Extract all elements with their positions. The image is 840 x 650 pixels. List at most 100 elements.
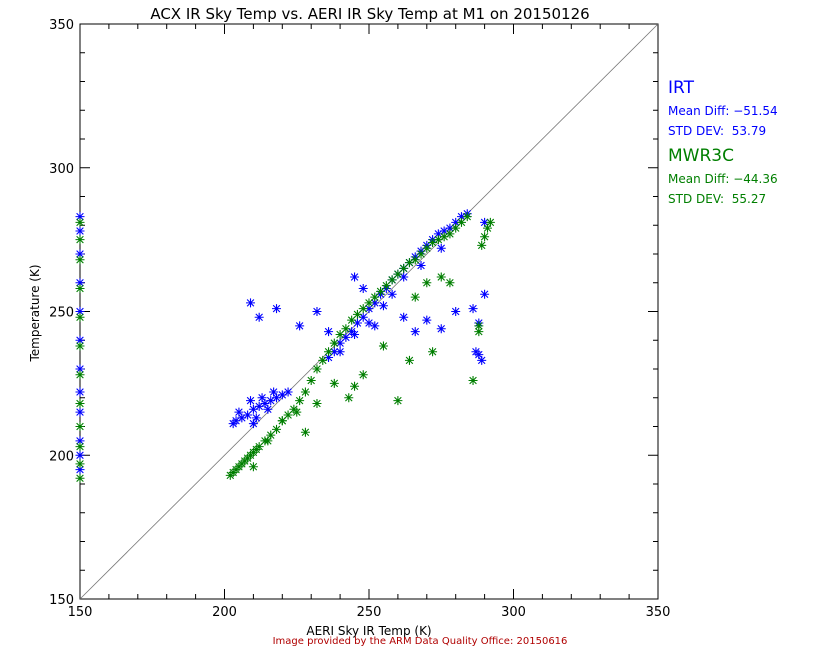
data-point-mwr3c [75, 217, 85, 227]
data-point-mwr3c [480, 232, 490, 242]
data-point-mwr3c [482, 223, 492, 233]
data-point-irt [456, 212, 466, 222]
data-point-mwr3c [306, 376, 316, 385]
data-point-mwr3c [312, 399, 322, 408]
data-point-irt [358, 284, 368, 293]
data-point-irt [254, 312, 264, 322]
data-point-mwr3c [350, 381, 360, 391]
data-point-mwr3c [428, 238, 438, 247]
data-point-irt [350, 272, 360, 282]
data-point-irt [451, 217, 461, 227]
legend-mwr3c-title: MWR3C [668, 146, 734, 166]
data-point-irt [324, 353, 334, 362]
legend-mwr3c-std-dev-value: 55.27 [731, 192, 767, 206]
data-point-mwr3c [404, 258, 414, 268]
data-point-mwr3c [344, 393, 354, 403]
data-point-mwr3c [439, 232, 449, 242]
y-axis-label: Temperature (K) [28, 264, 42, 362]
data-point-mwr3c [381, 281, 391, 291]
data-point-irt [335, 347, 345, 357]
data-point-mwr3c [318, 355, 328, 365]
data-point-irt [422, 315, 432, 325]
data-point-mwr3c [329, 338, 339, 348]
data-point-irt [445, 223, 455, 233]
data-point-mwr3c [272, 424, 282, 434]
data-point-mwr3c [422, 278, 432, 288]
data-point-irt [329, 347, 339, 357]
data-point-irt [436, 243, 446, 253]
data-points [75, 209, 495, 483]
data-point-irt [263, 404, 273, 414]
data-point-irt [358, 312, 368, 322]
data-point-mwr3c [410, 255, 420, 265]
x-tick-label: 200 [212, 605, 237, 620]
data-point-mwr3c [474, 321, 484, 331]
data-point-irt [75, 436, 85, 446]
data-point-irt [75, 249, 85, 259]
chart-title: ACX IR Sky Temp vs. AERI IR Sky Temp at … [150, 5, 589, 23]
legend-mwr3c-mean-diff-value: −44.36 [733, 172, 778, 186]
data-point-irt [75, 364, 85, 374]
data-point-irt [295, 321, 305, 331]
data-point-irt [433, 229, 443, 239]
data-point-mwr3c [300, 387, 310, 397]
data-point-irt [436, 324, 446, 334]
data-point-irt [364, 304, 374, 314]
data-point-mwr3c [358, 304, 368, 314]
data-point-mwr3c [378, 341, 388, 351]
data-point-mwr3c [462, 212, 472, 222]
data-point-mwr3c [75, 459, 85, 469]
data-point-irt [243, 410, 253, 420]
data-point-mwr3c [416, 249, 426, 259]
data-point-mwr3c [376, 286, 386, 296]
data-point-irt [272, 304, 282, 314]
data-point-irt [269, 387, 279, 397]
data-point-mwr3c [370, 292, 380, 302]
data-point-mwr3c [266, 430, 276, 440]
data-point-mwr3c [364, 298, 374, 308]
data-point-irt [248, 404, 258, 414]
data-point-mwr3c [436, 272, 446, 282]
data-point-mwr3c [75, 442, 85, 452]
data-point-irt [283, 387, 293, 397]
x-tick-label: 150 [68, 605, 93, 620]
data-point-mwr3c [393, 269, 403, 279]
data-point-irt [277, 390, 287, 400]
data-point-irt [75, 278, 85, 288]
data-point-mwr3c [451, 223, 461, 233]
data-point-irt [324, 327, 334, 337]
data-point-irt [416, 261, 426, 270]
data-point-irt [75, 465, 85, 475]
data-point-mwr3c [329, 378, 339, 388]
data-point-irt [474, 350, 484, 360]
data-point-mwr3c [422, 243, 432, 253]
data-point-irt [451, 307, 461, 316]
data-point-mwr3c [485, 217, 495, 227]
data-point-mwr3c [295, 396, 305, 406]
data-point-irt [231, 416, 241, 426]
data-point-irt [75, 335, 85, 345]
legend-irt-std-dev: STD DEV: 53.79 [668, 124, 778, 138]
credit-footer: Image provided by the ARM Data Quality O… [272, 636, 568, 647]
legend-irt-std-dev-value: 53.79 [731, 124, 767, 138]
y-tick-label: 350 [49, 18, 74, 33]
data-point-mwr3c [75, 399, 85, 408]
data-point-mwr3c [254, 442, 264, 452]
data-point-irt [480, 289, 490, 299]
x-tick-label: 300 [501, 605, 526, 620]
data-point-mwr3c [474, 327, 484, 337]
data-point-irt [260, 399, 270, 408]
data-point-irt [266, 396, 276, 406]
series-mwr3c [75, 212, 495, 483]
data-point-mwr3c [352, 309, 362, 319]
data-point-mwr3c [75, 370, 85, 380]
data-point-mwr3c [75, 473, 85, 483]
y-tick-label: 200 [49, 449, 74, 464]
legend-irt-mean-diff-value: −51.54 [733, 104, 778, 118]
data-point-irt [350, 330, 360, 339]
data-point-mwr3c [75, 422, 85, 431]
data-point-irt [378, 301, 388, 311]
data-point-mwr3c [248, 462, 258, 472]
data-point-mwr3c [393, 396, 403, 406]
